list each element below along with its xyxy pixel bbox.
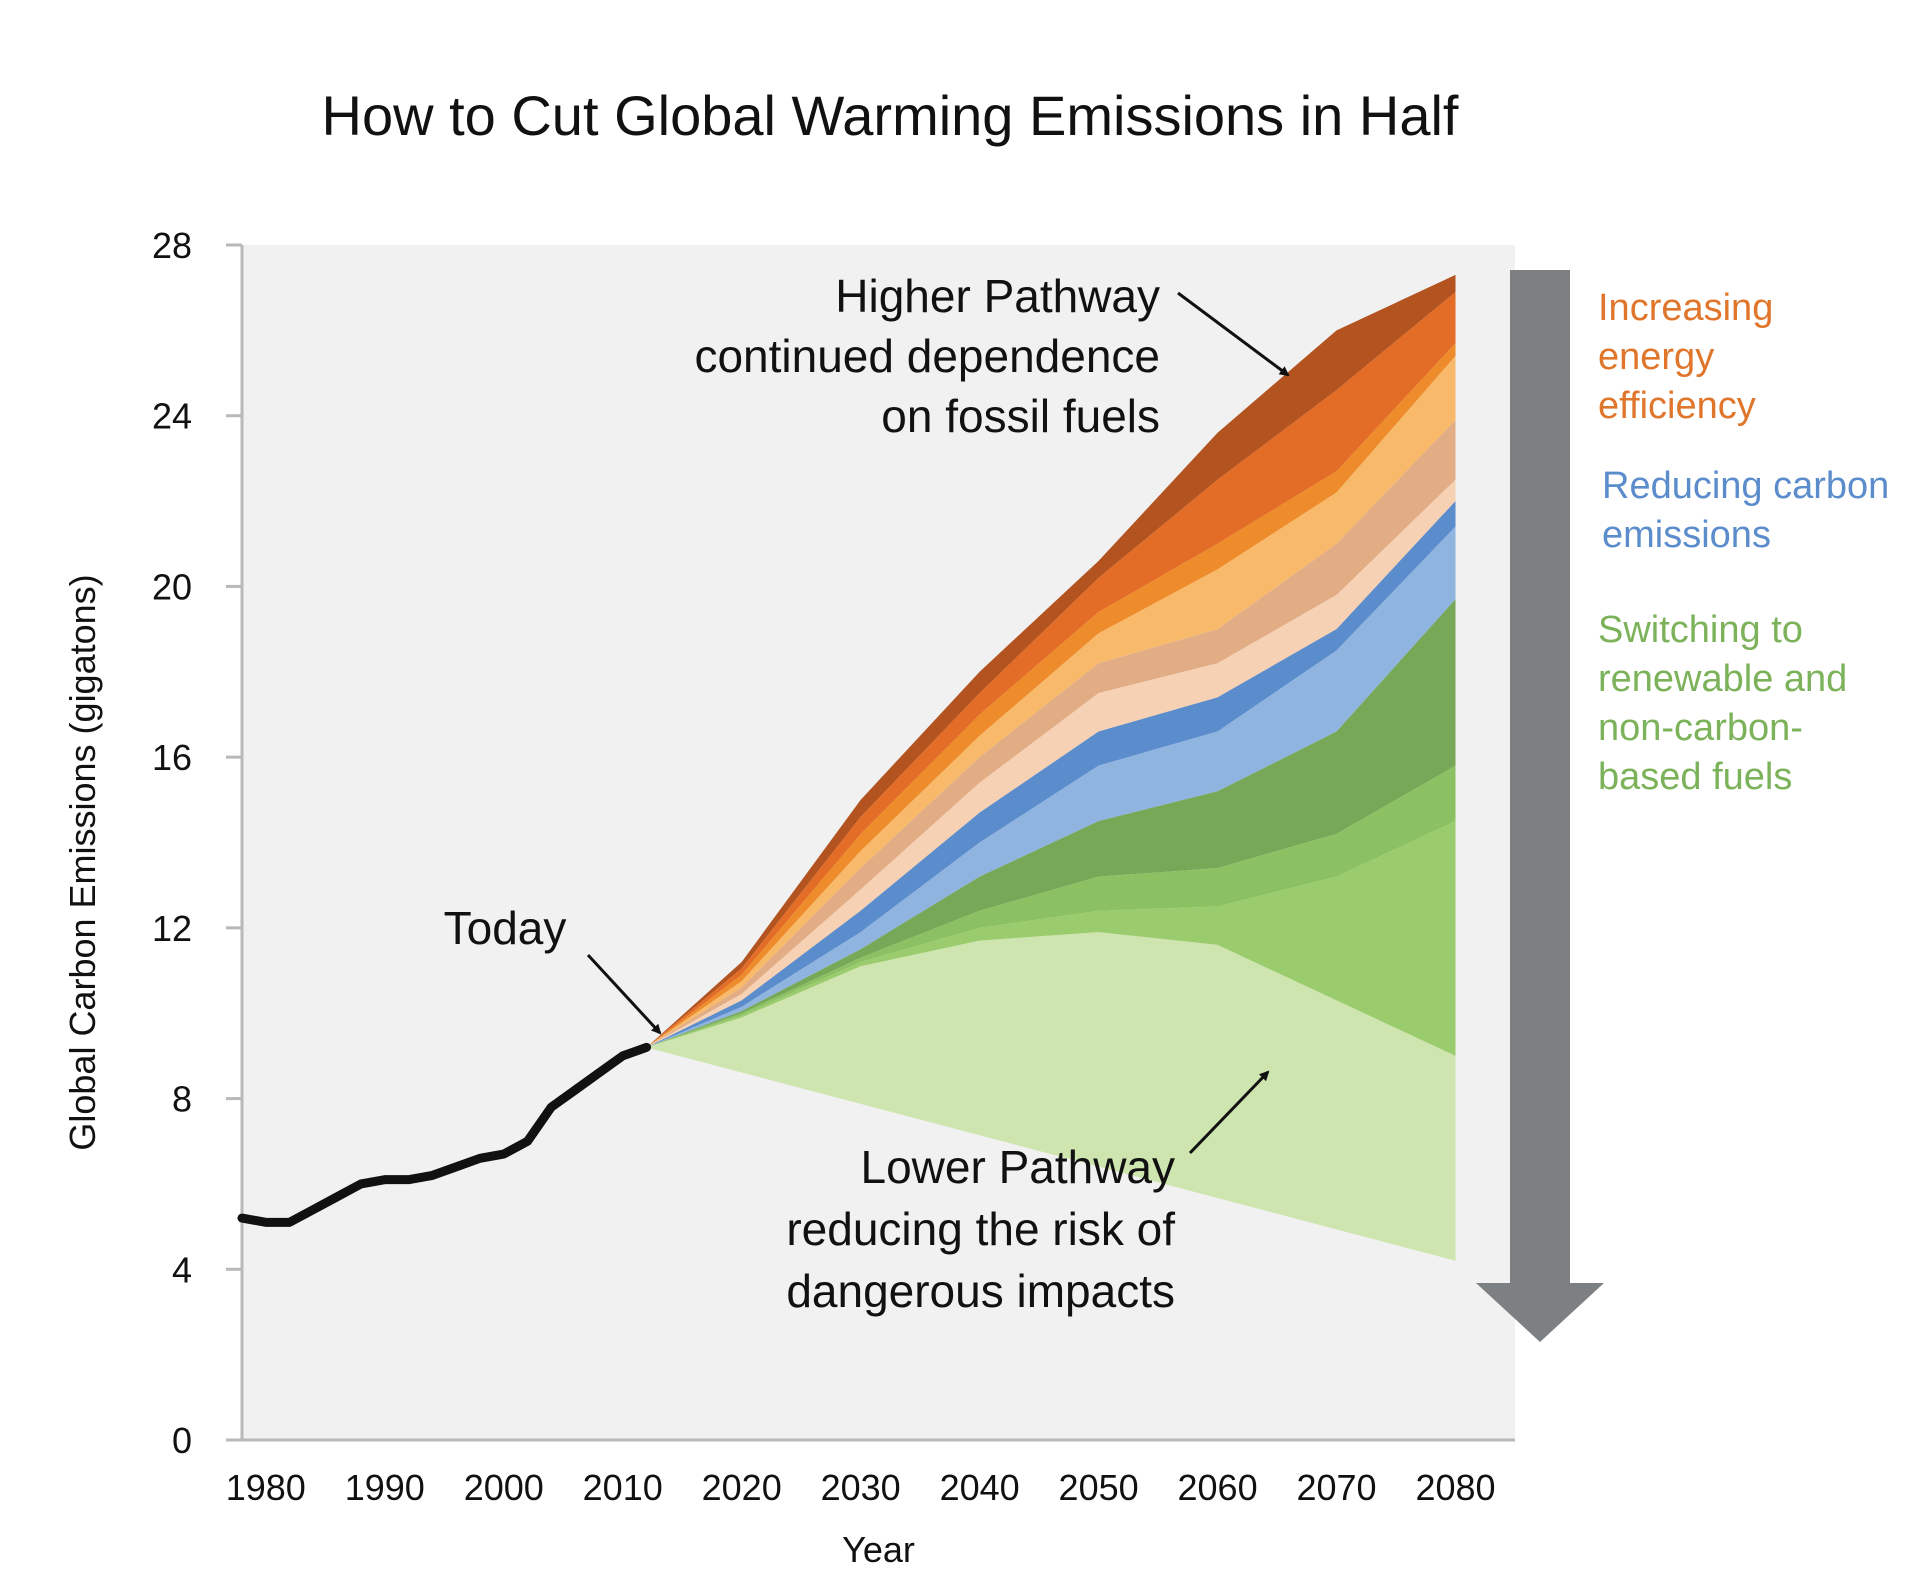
x-axis-label: Year [842,1529,915,1570]
higher-pathway-text-line: Higher Pathway [835,270,1160,322]
legend-text-line: Switching to [1598,609,1803,651]
y-tick-label: 20 [152,566,192,607]
y-tick-label: 28 [152,225,192,266]
legend: Increasing energy efficiency Reducing carbo… [1598,287,1889,798]
down-arrow-icon [1476,270,1604,1342]
higher-pathway-text-line: on fossil fuels [881,390,1160,442]
band-carbon-6 [646,501,1456,1048]
lower-pathway-text-line: reducing the risk of [786,1203,1175,1255]
x-tick-label: 2060 [1178,1467,1258,1508]
x-tick-label: 1990 [345,1467,425,1508]
band-efficiency-9 [646,355,1456,1048]
band-efficiency-7 [646,479,1456,1048]
legend-text-line: based fuels [1598,756,1792,798]
lower-pathway-arrow-icon [1188,1070,1270,1155]
x-tick-label: 2040 [940,1467,1020,1508]
y-tick-label: 4 [172,1249,192,1290]
today-text: Today [444,902,567,954]
higher-pathway-annotation: Higher Pathway continued dependence on fos… [694,270,1290,442]
x-tick-label: 2030 [821,1467,901,1508]
band-renewable-2 [646,821,1456,1056]
band-efficiency-11 [646,291,1456,1048]
y-ticks: 0 4 8 12 16 20 24 28 [152,225,242,1461]
y-tick-label: 0 [172,1420,192,1461]
today-arrow-icon [586,953,662,1035]
legend-text-line: emissions [1602,514,1771,556]
chart-title: How to Cut Global Warming Emissions in H… [322,84,1459,147]
x-tick-label: 2080 [1415,1467,1495,1508]
emission-bands [646,274,1456,1261]
legend-text-line: renewable and [1598,658,1847,700]
legend-text-line: non-carbon- [1598,707,1803,749]
y-tick-label: 8 [172,1079,192,1120]
band-efficiency-12 [646,274,1456,1048]
legend-text-line: efficiency [1598,385,1756,427]
band-renewable-0 [646,957,1456,1261]
x-tick-label: 2020 [702,1467,782,1508]
x-tick-label: 2000 [464,1467,544,1508]
higher-pathway-arrow-icon [1177,291,1290,377]
legend-text-line: Increasing [1598,287,1773,329]
band-renewable-4 [646,599,1456,1048]
lower-pathway-annotation: Lower Pathway reducing the risk of dangero… [786,1070,1270,1317]
band-lower-pathway-wedge [646,932,1456,1261]
x-tick-label: 2010 [583,1467,663,1508]
y-tick-label: 24 [152,396,192,437]
x-tick-label: 1980 [226,1467,306,1508]
higher-pathway-text-line: continued dependence [694,330,1160,382]
x-tick-label: 2050 [1059,1467,1139,1508]
lower-pathway-text-line: Lower Pathway [861,1141,1176,1193]
legend-text-line: Reducing carbon [1602,465,1889,507]
y-axis-label: Global Carbon Emissions (gigatons) [62,574,103,1150]
lower-pathway-text-line: dangerous impacts [786,1265,1175,1317]
y-tick-label: 16 [152,737,192,778]
y-tick-label: 12 [152,908,192,949]
band-renewable-3 [646,765,1456,1048]
axes [240,245,1515,1442]
today-annotation: Today [444,902,662,1035]
band-efficiency-8 [646,419,1456,1048]
historical-emissions-line [237,1042,652,1227]
legend-text-line: energy [1598,336,1714,378]
x-ticks: 1980 1990 2000 2010 2020 2030 2040 2050 2060 2070… [226,1467,1496,1508]
x-tick-label: 2070 [1296,1467,1376,1508]
